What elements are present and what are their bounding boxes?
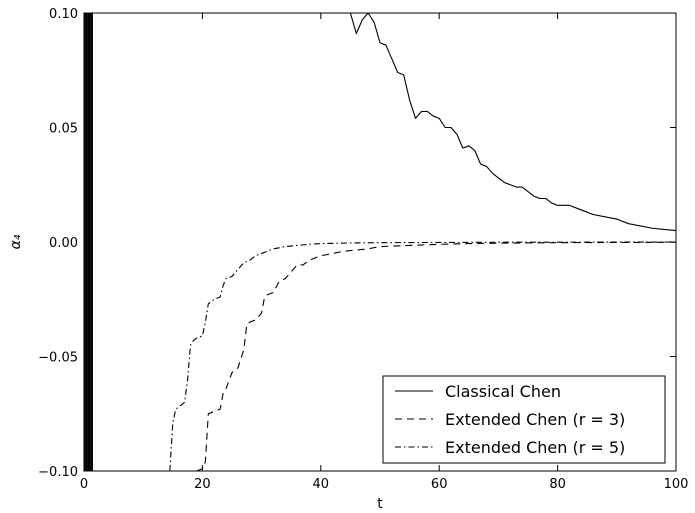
legend-entry: Extended Chen (r = 5) (445, 438, 625, 457)
x-tick-label: 20 (194, 477, 211, 492)
legend: Classical Chen Extended Chen (r = 3) Exten… (382, 375, 666, 464)
y-axis-label: α₄ (8, 234, 24, 249)
y-tick-label: −0.10 (38, 465, 78, 480)
series-line-1 (349, 13, 676, 232)
x-tick-label: 40 (313, 477, 330, 492)
legend-box (382, 375, 666, 464)
x-tick-labels: 0 20 40 60 80 100 (80, 477, 689, 492)
legend-entry: Classical Chen (445, 382, 561, 401)
y-tick-label: 0.05 (49, 122, 78, 137)
x-tick-label: 60 (431, 477, 448, 492)
x-tick-label: 0 (80, 477, 88, 492)
x-axis-label: t (377, 496, 383, 512)
y-tick-labels: −0.10 −0.05 0.00 0.05 0.10 (38, 7, 78, 480)
plot-frame (83, 12, 677, 472)
y-tick-label: 0.10 (49, 7, 78, 22)
series-line-3 (169, 241, 676, 471)
y-tick-label: −0.05 (38, 351, 78, 366)
y-tick-label: 0.00 (49, 236, 78, 251)
legend-entry: Extended Chen (r = 3) (445, 410, 625, 429)
x-tick-label: 100 (664, 477, 689, 492)
x-tick-label: 80 (549, 477, 566, 492)
